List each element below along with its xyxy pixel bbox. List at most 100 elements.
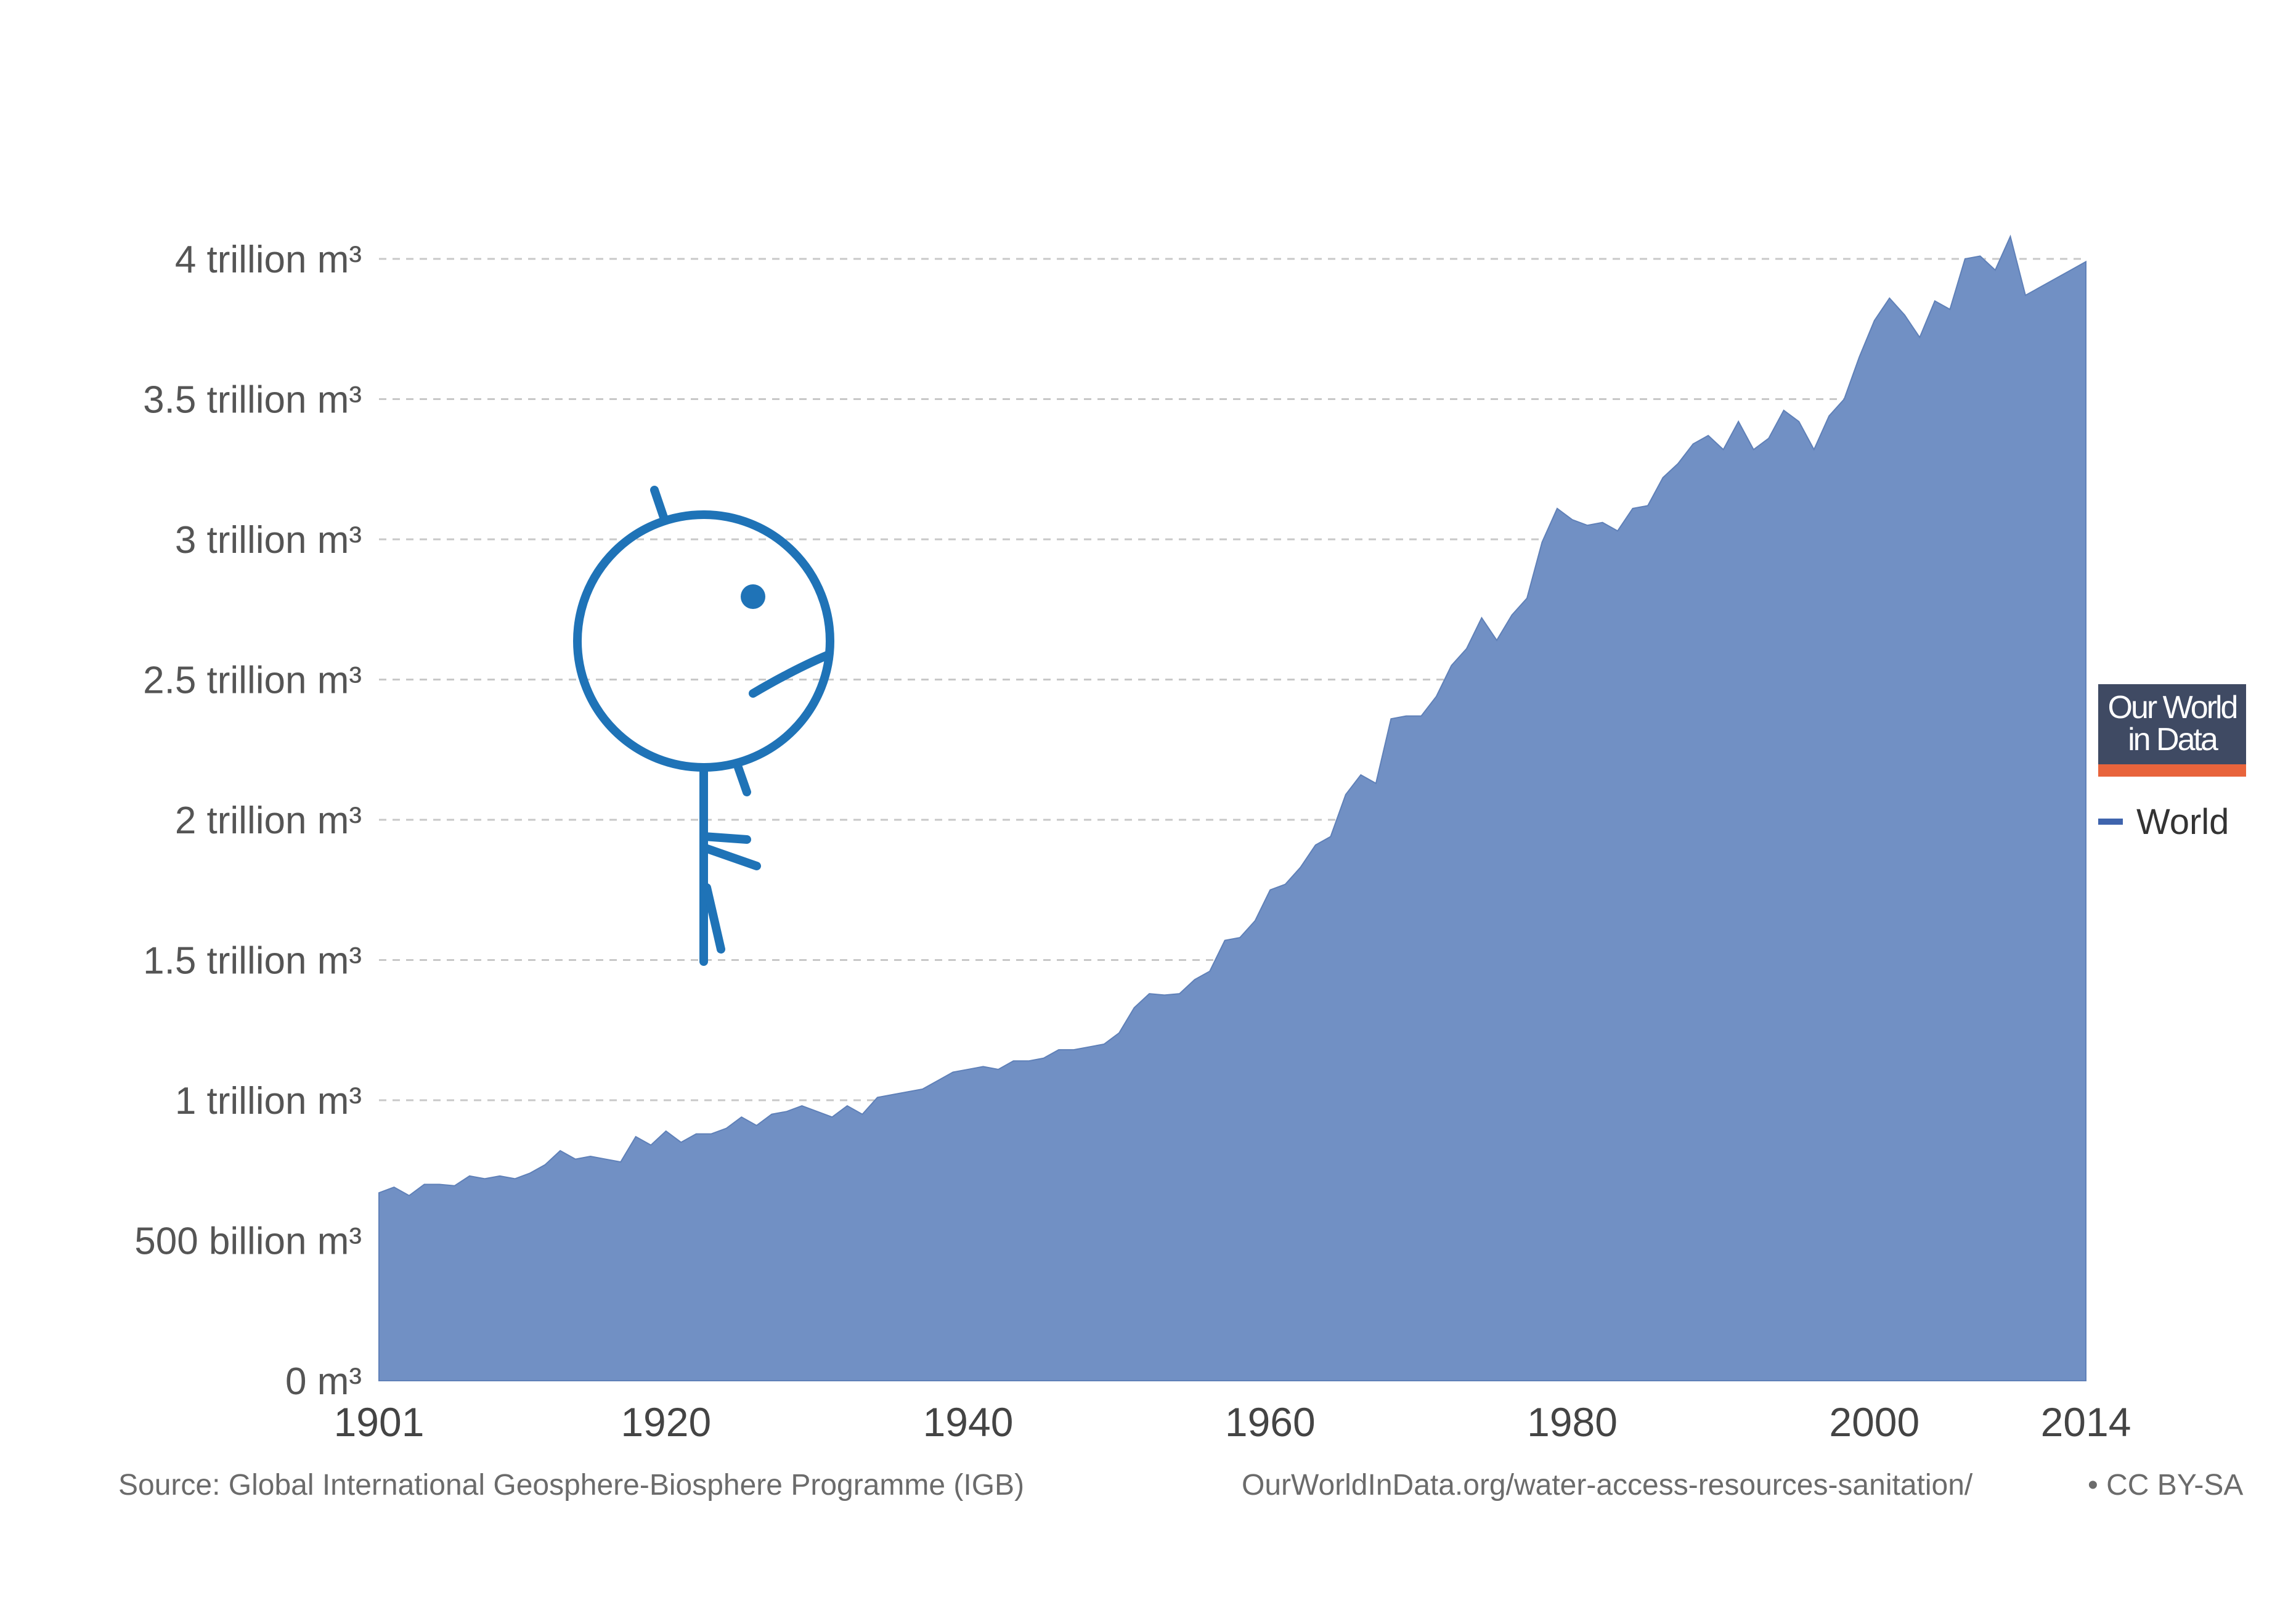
stick-figure-head xyxy=(573,510,834,772)
data-point-1979 xyxy=(1553,505,1561,512)
legend-label-world: World xyxy=(2136,801,2229,842)
data-point-1938 xyxy=(934,1077,942,1084)
area-series-world xyxy=(375,234,2090,1381)
x-tick-label: 1940 xyxy=(923,1399,1014,1445)
stick-figure-eye xyxy=(741,584,765,609)
data-point-1930 xyxy=(813,1108,821,1115)
y-tick-label: 1 trillion m³ xyxy=(175,1080,362,1122)
data-point-1933 xyxy=(858,1111,866,1118)
data-point-2014 xyxy=(2082,258,2090,266)
legend: World xyxy=(2098,800,2229,843)
data-point-1989 xyxy=(1704,432,1712,439)
data-point-1944 xyxy=(1025,1057,1032,1064)
data-point-1923 xyxy=(707,1130,715,1138)
data-point-1943 xyxy=(1010,1057,1017,1064)
data-point-1927 xyxy=(768,1111,775,1118)
x-tick-label: 1901 xyxy=(334,1399,425,1445)
data-point-2003 xyxy=(1916,333,1923,341)
y-tick-label: 0 m³ xyxy=(285,1360,362,1403)
data-point-1960 xyxy=(1266,886,1274,894)
data-point-1984 xyxy=(1629,505,1637,512)
footer-url[interactable]: OurWorldInData.org/water-access-resource… xyxy=(1242,1469,1973,1502)
legend-swatch-world xyxy=(2098,819,2123,825)
stick-figure-mouth xyxy=(749,650,833,698)
data-point-1991 xyxy=(1735,418,1742,425)
data-point-1958 xyxy=(1236,934,1244,941)
data-point-2001 xyxy=(1886,295,1893,302)
data-point-1982 xyxy=(1599,519,1606,526)
data-point-1972 xyxy=(1447,662,1455,669)
data-point-1988 xyxy=(1690,440,1697,447)
data-point-1905 xyxy=(436,1181,443,1188)
data-point-1909 xyxy=(496,1172,503,1180)
data-point-1953 xyxy=(1161,991,1168,999)
data-point-1924 xyxy=(723,1125,730,1132)
data-point-1954 xyxy=(1176,990,1183,997)
data-point-1999 xyxy=(1855,353,1863,361)
y-tick-label: 3.5 trillion m³ xyxy=(143,379,362,422)
footer-license: • CC BY-SA xyxy=(2088,1469,2244,1502)
data-point-1957 xyxy=(1221,937,1229,944)
data-point-1950 xyxy=(1115,1029,1123,1037)
data-point-1941 xyxy=(980,1063,987,1070)
y-axis-tick-labels: 0 m³ 500 billion m³ 1 trillion m³ 1.5 trill… xyxy=(134,239,362,1403)
data-point-1906 xyxy=(451,1182,458,1190)
x-tick-label: 2014 xyxy=(2041,1399,2131,1445)
data-point-1932 xyxy=(844,1102,851,1109)
data-point-1904 xyxy=(421,1181,428,1188)
data-point-1914 xyxy=(572,1156,579,1163)
data-point-1911 xyxy=(526,1169,534,1177)
data-point-1981 xyxy=(1584,521,1591,529)
data-point-1967 xyxy=(1372,780,1380,787)
data-point-1959 xyxy=(1252,917,1259,925)
data-point-1945 xyxy=(1040,1055,1048,1062)
data-point-1974 xyxy=(1478,614,1485,621)
logo-accent-bar xyxy=(2098,764,2246,777)
data-point-1985 xyxy=(1644,502,1651,509)
data-point-1946 xyxy=(1055,1046,1062,1053)
data-point-1918 xyxy=(632,1133,640,1140)
data-point-1901 xyxy=(375,1189,383,1196)
owid-logo: Our World in Data xyxy=(2098,684,2246,777)
data-point-1986 xyxy=(1659,474,1667,481)
data-point-1995 xyxy=(1795,418,1802,425)
data-point-1922 xyxy=(693,1130,700,1138)
data-point-1915 xyxy=(587,1153,594,1160)
data-point-1998 xyxy=(1841,396,1848,403)
data-point-2010 xyxy=(2022,292,2029,299)
data-point-2004 xyxy=(1931,297,1939,304)
y-tick-label: 3 trillion m³ xyxy=(175,519,362,562)
y-tick-label: 2 trillion m³ xyxy=(175,799,362,842)
data-point-1907 xyxy=(466,1172,473,1180)
y-tick-label: 1.5 trillion m³ xyxy=(143,940,362,983)
data-point-1978 xyxy=(1539,539,1546,546)
data-point-1949 xyxy=(1101,1040,1108,1048)
data-point-1920 xyxy=(662,1127,670,1135)
data-point-1936 xyxy=(904,1088,911,1095)
data-point-1931 xyxy=(828,1113,836,1121)
data-point-2006 xyxy=(1961,255,1969,263)
area-fill-world xyxy=(378,234,2086,1381)
data-point-1903 xyxy=(405,1192,413,1199)
data-point-2007 xyxy=(1976,252,1984,259)
stick-figure-icon xyxy=(573,486,834,966)
data-point-2012 xyxy=(2052,275,2059,282)
y-tick-label: 500 billion m³ xyxy=(134,1220,362,1263)
data-point-1948 xyxy=(1085,1044,1093,1051)
data-point-1997 xyxy=(1825,412,1833,420)
data-point-1921 xyxy=(677,1138,685,1146)
x-tick-label: 1920 xyxy=(621,1399,711,1445)
data-point-1942 xyxy=(995,1066,1002,1073)
data-point-2002 xyxy=(1901,311,1908,319)
stick-figure-arm-upper xyxy=(699,832,751,844)
y-tick-label: 4 trillion m³ xyxy=(175,239,362,281)
data-point-1969 xyxy=(1402,713,1410,720)
data-point-1947 xyxy=(1070,1046,1078,1053)
data-point-1970 xyxy=(1417,713,1425,720)
data-point-1935 xyxy=(889,1091,896,1098)
data-point-1963 xyxy=(1312,841,1319,849)
data-point-1977 xyxy=(1523,595,1531,602)
data-point-1993 xyxy=(1765,435,1772,442)
